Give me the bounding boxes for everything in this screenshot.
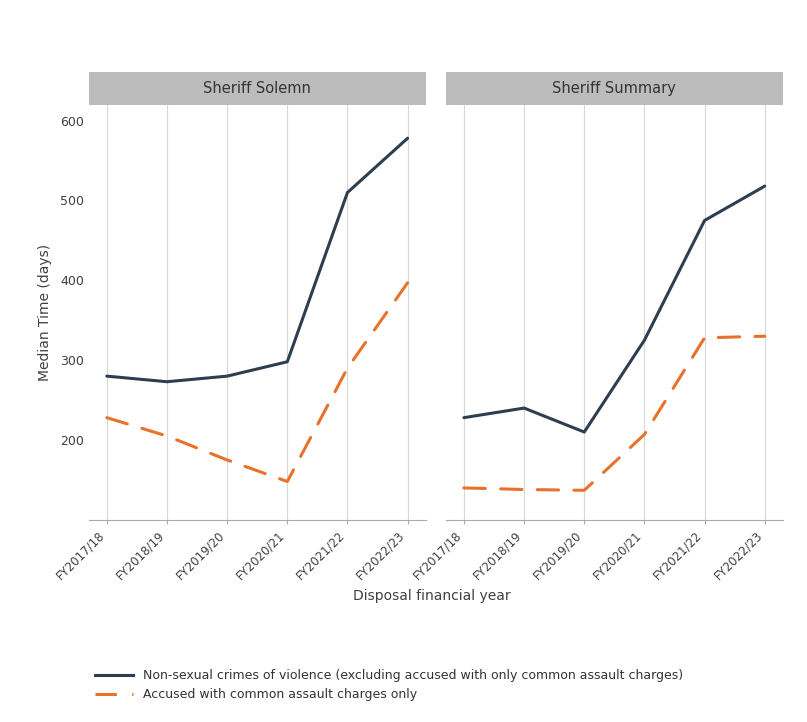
Y-axis label: Median Time (days): Median Time (days): [38, 244, 52, 380]
Text: Sheriff Summary: Sheriff Summary: [553, 81, 676, 96]
Text: Disposal financial year: Disposal financial year: [353, 588, 511, 603]
Legend: Non-sexual crimes of violence (excluding accused with only common assault charge: Non-sexual crimes of violence (excluding…: [95, 669, 683, 701]
Text: Sheriff Solemn: Sheriff Solemn: [203, 81, 312, 96]
